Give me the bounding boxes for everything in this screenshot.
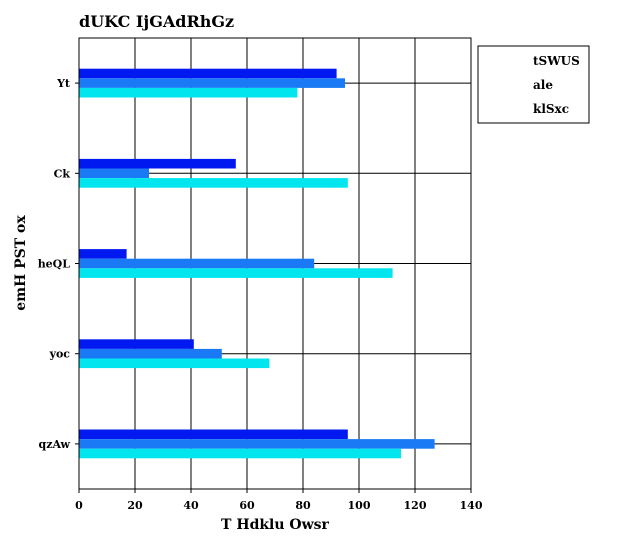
x-axis-ticks: 0 20 40 60 80 100 120 140	[75, 489, 483, 512]
chart-title: dUKC IjGAdRhGz	[79, 12, 234, 31]
x-tick-label: 40	[183, 499, 199, 512]
y-tick-label: heQL	[38, 258, 71, 271]
legend: tSWUS ale klSxc	[477, 45, 590, 124]
legend-entry-label: ale	[533, 78, 553, 92]
bars	[79, 68, 435, 459]
bar	[79, 168, 149, 179]
x-tick-label: 60	[239, 499, 255, 512]
bar	[79, 78, 345, 88]
bar	[79, 448, 401, 459]
bar	[79, 339, 194, 349]
bar	[79, 439, 435, 449]
legend-frame	[477, 45, 590, 124]
bar	[79, 429, 348, 440]
y-axis-ticks: Yt Ck heQL yoc qzAw	[38, 77, 79, 451]
x-tick-label: 20	[127, 499, 143, 512]
bar	[79, 348, 222, 359]
y-tick-label: Ck	[54, 167, 71, 180]
y-tick-label: qzAw	[39, 438, 71, 451]
y-axis-label: emH PST ox	[13, 215, 29, 311]
bar	[79, 258, 315, 269]
legend-entry-label: tSWUS	[533, 54, 580, 68]
x-axis-label: T Hdklu Owsr	[221, 517, 330, 533]
x-tick-label: 140	[460, 499, 483, 512]
y-tick-label: Yt	[56, 77, 71, 90]
bar	[79, 178, 348, 188]
bar	[79, 87, 298, 98]
x-tick-label: 0	[75, 499, 83, 512]
x-tick-label: 100	[348, 499, 371, 512]
legend-items: tSWUS ale klSxc	[533, 54, 580, 116]
bar	[79, 268, 393, 278]
bar	[79, 158, 236, 169]
bar	[79, 249, 127, 259]
y-tick-label: yoc	[49, 348, 71, 361]
x-tick-label: 120	[404, 499, 427, 512]
bar	[79, 358, 270, 369]
bar	[79, 68, 337, 79]
legend-entry-label: klSxc	[533, 102, 569, 116]
x-tick-label: 80	[295, 499, 311, 512]
